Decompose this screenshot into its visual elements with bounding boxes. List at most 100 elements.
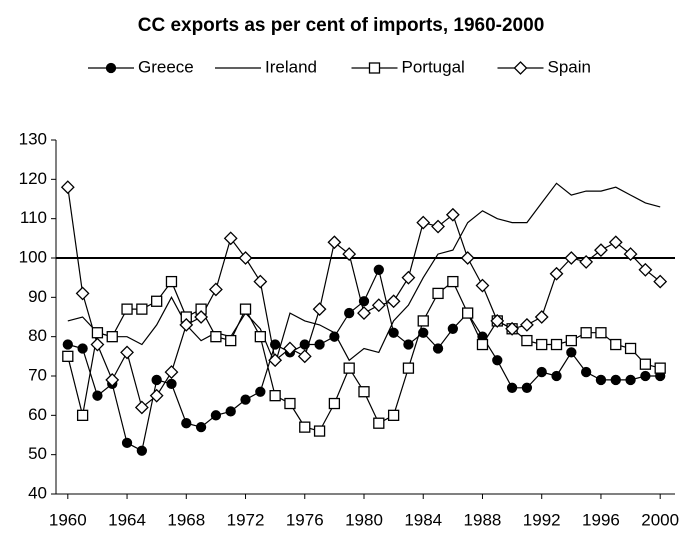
data-point (208, 282, 223, 297)
legend-label: Ireland (265, 57, 317, 76)
data-point (431, 219, 445, 234)
data-point (565, 334, 577, 347)
data-point (269, 390, 281, 402)
data-point (386, 294, 401, 309)
data-point (521, 334, 533, 347)
data-point (445, 207, 460, 222)
data-point (210, 331, 222, 343)
data-point (314, 339, 325, 350)
x-tick-label: 2000 (641, 510, 679, 529)
data-point (121, 437, 133, 449)
data-point (342, 247, 357, 261)
data-point (654, 362, 666, 374)
x-tick-label: 1968 (167, 510, 205, 529)
data-point (623, 247, 638, 261)
data-point (371, 298, 386, 313)
data-point (460, 251, 475, 265)
data-point (564, 251, 579, 265)
data-point (358, 386, 370, 398)
data-point (388, 327, 399, 338)
data-point (401, 270, 416, 285)
y-tick-label: 120 (19, 169, 47, 188)
data-point (624, 342, 637, 355)
data-point (151, 374, 162, 386)
data-point (106, 331, 118, 343)
data-point (299, 421, 311, 433)
x-tick-label: 1964 (108, 510, 146, 529)
data-point (432, 343, 444, 354)
data-point (639, 358, 652, 370)
data-point (328, 397, 341, 410)
x-tick-label: 1960 (49, 510, 87, 529)
data-point (327, 235, 342, 250)
data-point (566, 347, 577, 358)
data-point (534, 310, 549, 324)
data-point (77, 343, 88, 354)
y-tick-label: 130 (19, 129, 47, 148)
legend-marker (513, 61, 528, 75)
data-point (268, 353, 283, 368)
data-point (492, 355, 503, 366)
data-point (416, 215, 431, 230)
data-point (120, 345, 134, 360)
data-point (521, 382, 533, 393)
data-point (343, 362, 355, 374)
data-point (653, 274, 668, 289)
data-point (403, 339, 414, 350)
data-point (638, 262, 653, 277)
data-point (151, 295, 163, 307)
data-point (179, 317, 194, 332)
data-point (165, 275, 178, 288)
data-point (580, 366, 592, 378)
data-point (490, 314, 505, 328)
data-point (121, 303, 133, 315)
legend-label: Spain (548, 57, 591, 76)
data-point (92, 390, 103, 401)
data-point (519, 317, 534, 332)
data-point (284, 397, 296, 410)
y-tick-label: 110 (20, 208, 47, 227)
y-tick-label: 50 (28, 444, 47, 463)
data-point (549, 266, 564, 281)
legend-marker (368, 62, 381, 74)
data-point (62, 339, 73, 350)
data-point (387, 409, 400, 421)
y-tick-label: 60 (28, 405, 47, 424)
data-point (373, 264, 384, 275)
data-point (181, 418, 192, 429)
data-point (253, 274, 268, 289)
y-tick-label: 80 (28, 326, 47, 345)
data-point (76, 409, 89, 421)
data-point (136, 445, 148, 456)
data-point (210, 410, 222, 421)
data-point (536, 338, 548, 351)
data-point (91, 327, 104, 339)
data-point (550, 338, 563, 351)
data-point (239, 303, 252, 315)
data-point (447, 323, 459, 334)
data-point (194, 310, 209, 324)
x-tick-label: 1996 (582, 510, 620, 529)
data-point (610, 374, 621, 386)
data-point (329, 331, 340, 342)
data-point (269, 339, 281, 350)
data-point (595, 327, 607, 339)
data-point (357, 306, 371, 320)
data-point (225, 406, 236, 417)
x-tick-label: 1984 (404, 510, 442, 529)
data-point (105, 373, 120, 387)
data-point (447, 275, 459, 288)
legend-label: Greece (138, 57, 194, 76)
data-point (254, 331, 266, 343)
data-point (373, 417, 385, 429)
data-point (90, 337, 105, 352)
data-point (358, 296, 370, 307)
data-point (505, 321, 520, 336)
data-point (195, 421, 207, 433)
data-point (62, 350, 74, 362)
data-point (595, 374, 607, 386)
data-point (432, 287, 444, 300)
data-point (579, 255, 594, 269)
data-point (223, 231, 238, 246)
data-point (166, 378, 177, 390)
